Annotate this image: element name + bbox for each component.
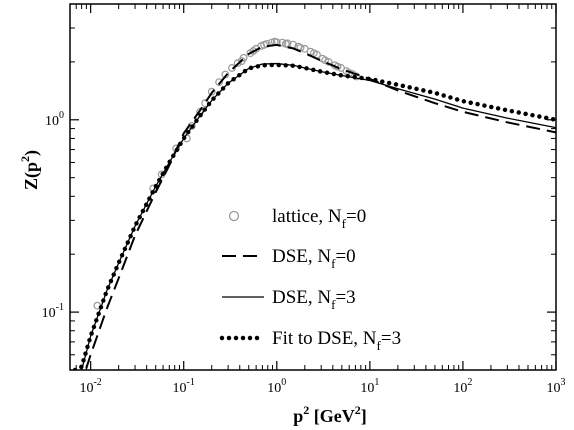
x-tick-label: 10-1 (173, 377, 195, 396)
y-axis-title: Z(p2) (18, 150, 42, 190)
plot-series (72, 37, 556, 370)
lattice-point (207, 87, 216, 96)
lattice-point (228, 64, 236, 72)
lattice-point (157, 170, 166, 179)
lattice-point (233, 59, 242, 68)
lattice-point (321, 56, 329, 65)
x-tick-label: 102 (453, 377, 472, 396)
legend-marker-lattice (228, 210, 240, 222)
series-line-dotted (72, 62, 556, 370)
legend-label: DSE, Nf=0 (272, 246, 356, 271)
lattice-point (249, 47, 258, 55)
x-tick-label: 100 (267, 377, 286, 396)
legend-label: Fit to DSE, Nf=3 (272, 328, 401, 353)
x-axis-ticks: 10-2 10-1 100 101 102 103 (69, 4, 566, 396)
lattice-point (278, 38, 287, 47)
lattice-point (237, 57, 246, 65)
legend-label: DSE, Nf=3 (272, 287, 356, 312)
lattice-point (281, 40, 290, 48)
x-tick-label: 103 (547, 377, 566, 396)
y-tick-label: 100 (45, 110, 64, 129)
legend: lattice, Nf=0 DSE, Nf=0 DSE, Nf=3 Fit to DS… (219, 206, 401, 353)
x-tick-label: 10-2 (79, 377, 101, 396)
lattice-point (215, 78, 224, 87)
legend-label: lattice, Nf=0 (272, 206, 366, 231)
y-tick-label: 10-1 (42, 302, 64, 321)
y-axis-ticks: 10-1 100 (42, 3, 556, 371)
x-tick-label: 101 (360, 377, 379, 396)
x-axis-title: p2 [GeV2] (293, 403, 367, 426)
plot-frame (69, 3, 557, 371)
series-line-dashed (84, 43, 556, 370)
lattice-point (260, 41, 268, 49)
